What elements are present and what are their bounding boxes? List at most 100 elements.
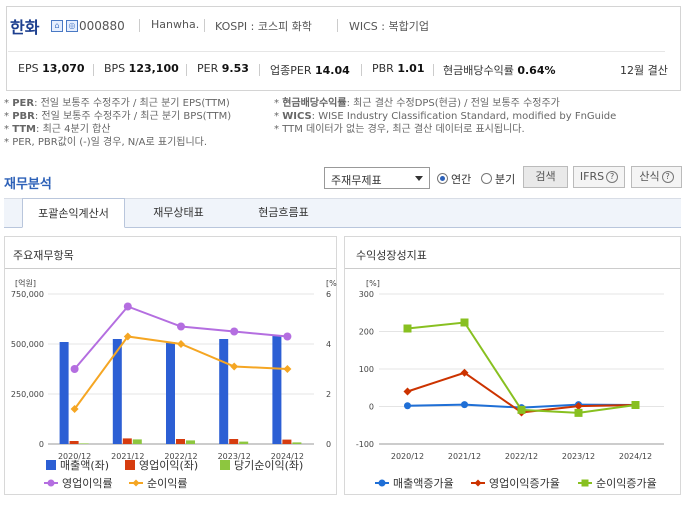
legend-marker bbox=[581, 479, 589, 487]
divider bbox=[186, 64, 187, 76]
help-icon: ? bbox=[661, 171, 674, 183]
x-tick: 2021/12 bbox=[111, 452, 144, 461]
search-button[interactable]: 검색 bbox=[523, 166, 568, 188]
point bbox=[460, 368, 469, 377]
divider bbox=[204, 19, 205, 32]
tab-income-statement[interactable]: 포괄손익계산서 bbox=[22, 198, 125, 228]
radio-quarter[interactable] bbox=[481, 173, 492, 184]
bar-0 bbox=[272, 335, 282, 444]
section-title: 재무분석 bbox=[4, 177, 52, 192]
y-right-tick: 4 bbox=[326, 340, 331, 349]
bar-0 bbox=[166, 342, 175, 444]
formula-button[interactable]: 산식? bbox=[631, 166, 682, 188]
divider bbox=[361, 64, 362, 76]
y-right-unit: [%] bbox=[326, 279, 337, 288]
radio-quarter-label[interactable]: 분기 bbox=[495, 173, 516, 186]
x-tick: 2020/12 bbox=[391, 452, 424, 461]
bar-2 bbox=[186, 440, 195, 444]
key-financials-chart: [억원] [%] 750,000 500,000 250,000 0 6 4 2 0 2020/12… bbox=[11, 278, 337, 490]
legend-marker bbox=[474, 479, 482, 487]
divider bbox=[93, 64, 94, 76]
divider bbox=[337, 19, 338, 32]
legend-marker bbox=[378, 479, 386, 487]
legend-marker bbox=[47, 479, 55, 487]
y-tick: 0 bbox=[369, 403, 374, 412]
stock-code: 000880 bbox=[79, 19, 125, 33]
bar-1 bbox=[229, 439, 239, 444]
y-left-tick: 500,000 bbox=[11, 340, 44, 349]
point bbox=[403, 324, 412, 333]
bar-1 bbox=[69, 441, 79, 444]
point bbox=[283, 332, 292, 341]
point bbox=[460, 318, 469, 327]
company-eng-name: Hanwha. bbox=[151, 18, 200, 31]
radio-annual-label[interactable]: 연간 bbox=[451, 173, 472, 186]
panel-divider bbox=[5, 268, 336, 269]
legend-label: 영업이익증가율 bbox=[489, 477, 560, 490]
y-unit: [%] bbox=[366, 279, 380, 288]
notes-right: * 현금배당수익률: 최근 결산 수정DPS(현금) / 전일 보통주 수정주가… bbox=[274, 98, 617, 135]
legend-label: 당기순이익(좌) bbox=[234, 459, 303, 472]
y-right-tick: 0 bbox=[326, 440, 331, 449]
metric-industry-per: 업종PER 14.04 bbox=[270, 64, 350, 77]
point bbox=[177, 340, 185, 348]
fiscal-period: 12월 결산 bbox=[620, 64, 668, 77]
y-tick: 300 bbox=[359, 290, 374, 299]
divider bbox=[139, 19, 140, 32]
tab-balance-sheet[interactable]: 재무상태표 bbox=[153, 206, 204, 219]
ifrs-button[interactable]: IFRS? bbox=[573, 166, 625, 188]
x-tick: 2024/12 bbox=[271, 452, 304, 461]
legend-label: 순이익률 bbox=[147, 477, 187, 490]
wics-info: WICS : 복합기업 bbox=[349, 20, 429, 33]
legend-swatch bbox=[220, 460, 230, 470]
point bbox=[70, 405, 79, 413]
radio-annual[interactable] bbox=[437, 173, 448, 184]
select-value: 주재무제표 bbox=[331, 174, 382, 187]
y-left-tick: 750,000 bbox=[11, 290, 44, 299]
y-tick: 200 bbox=[359, 328, 374, 337]
y-left-unit: [억원] bbox=[15, 278, 36, 288]
bar-0 bbox=[59, 342, 69, 444]
metric-eps: EPS 13,070 bbox=[18, 62, 85, 75]
y-right-tick: 2 bbox=[326, 390, 331, 399]
point bbox=[404, 402, 411, 410]
legend-label: 순이익증가율 bbox=[596, 477, 657, 490]
legend-swatch bbox=[46, 460, 56, 470]
y-right-tick: 6 bbox=[326, 290, 331, 299]
x-tick: 2020/12 bbox=[58, 452, 91, 461]
y-tick: 100 bbox=[359, 365, 374, 374]
legend-label: 매출액증가율 bbox=[393, 477, 454, 490]
metric-per: PER 9.53 bbox=[197, 62, 249, 75]
y-tick: -100 bbox=[356, 440, 374, 449]
home-icon[interactable]: ⌂ bbox=[51, 20, 63, 32]
point bbox=[574, 408, 583, 417]
point bbox=[403, 387, 412, 396]
bar-2 bbox=[239, 441, 249, 444]
x-tick: 2023/12 bbox=[218, 452, 251, 461]
bar-2 bbox=[292, 442, 302, 444]
point bbox=[230, 362, 239, 371]
growth-indicators-chart: [%] 300 200 100 0 -100 2020/12 2021/12 2022/12 20… bbox=[356, 279, 664, 490]
point bbox=[177, 322, 185, 331]
point bbox=[123, 332, 132, 341]
point bbox=[574, 402, 583, 411]
legend-label: 매출액(좌) bbox=[60, 459, 109, 472]
bar-1 bbox=[282, 439, 292, 444]
metric-dividend-yield: 현금배당수익률 0.64% bbox=[443, 64, 556, 77]
y-left-tick: 250,000 bbox=[11, 390, 44, 399]
legend-marker bbox=[132, 479, 140, 487]
x-tick: 2021/12 bbox=[448, 452, 481, 461]
company-header bbox=[6, 6, 681, 91]
legend-label: 영업이익률 bbox=[62, 477, 113, 490]
series-line-2 bbox=[407, 321, 636, 414]
help-icon: ? bbox=[606, 171, 619, 183]
tab-cash-flow[interactable]: 현금흐름표 bbox=[258, 206, 309, 219]
panel-divider bbox=[345, 268, 680, 269]
statement-type-select[interactable]: 주재무제표 bbox=[324, 167, 430, 189]
company-info-icon[interactable]: ◎ bbox=[66, 20, 78, 32]
panel-title: 수익성장성지표 bbox=[356, 249, 427, 262]
point bbox=[123, 302, 132, 311]
x-tick: 2022/12 bbox=[164, 452, 197, 461]
legend-swatch bbox=[125, 460, 135, 470]
point bbox=[230, 327, 239, 336]
